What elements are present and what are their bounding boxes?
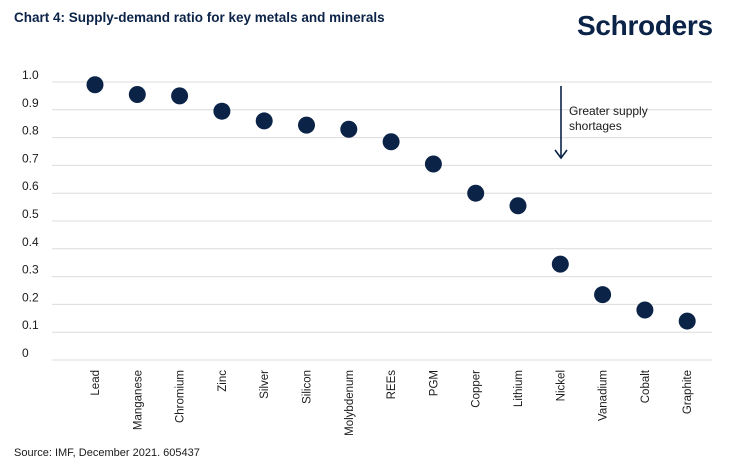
- source-note: Source: IMF, December 2021. 605437: [14, 447, 200, 459]
- data-point: [86, 76, 104, 94]
- data-point: [128, 86, 146, 104]
- y-tick-label: 0.7: [22, 151, 39, 165]
- y-tick-label: 0.5: [22, 207, 39, 221]
- data-point: [594, 286, 612, 304]
- x-category-label: Chromium: [175, 370, 187, 423]
- data-point: [171, 87, 189, 105]
- data-point: [424, 155, 442, 173]
- data-point: [636, 301, 654, 319]
- annotation: Greater supply shortages: [554, 86, 648, 160]
- x-category-label: PGM: [428, 370, 440, 396]
- data-points: [86, 76, 696, 330]
- data-point: [340, 120, 358, 138]
- x-category-label: Copper: [471, 370, 483, 408]
- x-category-label: Silver: [259, 370, 271, 399]
- y-tick-label: 1.0: [22, 68, 39, 82]
- y-tick-label: 0.4: [22, 235, 39, 249]
- y-tick-label: 0.9: [22, 96, 39, 110]
- x-category-label: Cobalt: [640, 369, 652, 403]
- annotation-line-1: Greater supply: [569, 104, 648, 118]
- x-category-label: Graphite: [682, 370, 694, 414]
- chart: 0 0.1 0.2 0.3 0.4 0.5 0.6 0.7 0.8 0.9 1.0 Lead Mang…: [22, 68, 712, 436]
- x-category-label: REEs: [386, 370, 398, 400]
- data-point: [678, 312, 696, 330]
- arrow-head-icon: [554, 149, 568, 160]
- schroders-logo: Schroders: [577, 10, 713, 41]
- x-category-label: Vanadium: [598, 370, 610, 421]
- data-point: [382, 133, 400, 151]
- annotation-line-2: shortages: [569, 119, 622, 133]
- data-point: [255, 112, 273, 130]
- x-axis-categories: Lead Manganese Chromium Zinc Silver Silicon Mo…: [90, 369, 694, 436]
- x-category-label: Zinc: [217, 370, 229, 392]
- x-category-label: Lithium: [513, 370, 525, 407]
- data-point: [213, 102, 231, 120]
- y-tick-label: 0.3: [22, 263, 39, 277]
- y-tick-label: 0: [22, 346, 29, 360]
- y-tick-label: 0.6: [22, 179, 39, 193]
- x-category-label: Lead: [90, 370, 102, 396]
- x-category-label: Manganese: [132, 370, 144, 430]
- y-tick-label: 0.2: [22, 290, 39, 304]
- x-category-label: Nickel: [555, 370, 567, 401]
- x-category-label: Silicon: [302, 370, 314, 404]
- data-point: [467, 184, 485, 202]
- gridlines: [52, 81, 712, 361]
- data-point: [551, 255, 569, 273]
- y-axis-ticks: 0 0.1 0.2 0.3 0.4 0.5 0.6 0.7 0.8 0.9 1.0: [22, 68, 39, 360]
- x-category-label: Molybdenum: [344, 370, 356, 436]
- data-point: [298, 116, 315, 134]
- chart-title: Chart 4: Supply-demand ratio for key met…: [14, 10, 385, 25]
- y-tick-label: 0.1: [22, 318, 39, 332]
- data-point: [509, 197, 527, 215]
- y-tick-label: 0.8: [22, 124, 39, 138]
